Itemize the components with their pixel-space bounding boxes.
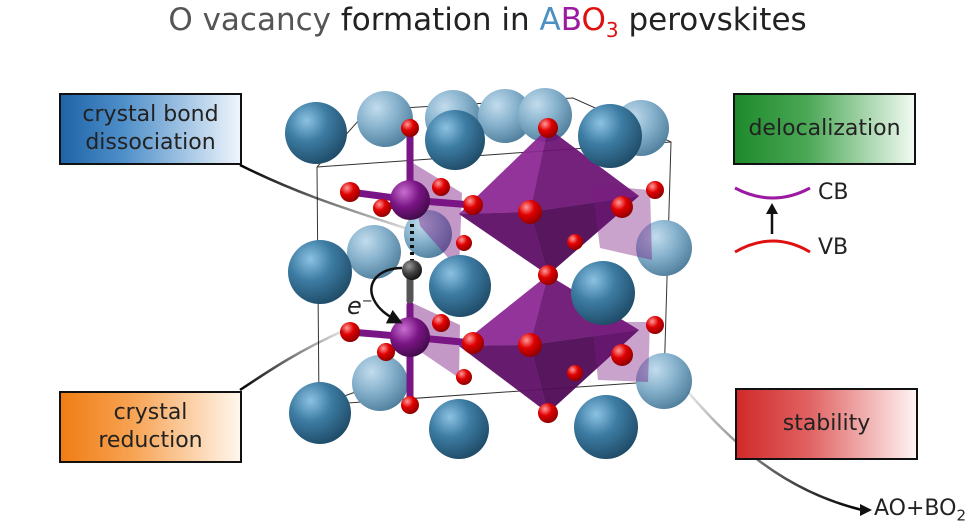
bond-box-line-1: crystal bond [82, 102, 219, 127]
electron-label: e− [347, 292, 373, 320]
cb-band-curve [734, 186, 811, 200]
band-arrowhead [766, 203, 778, 214]
products-subscript: 2 [956, 506, 966, 525]
b-site-atoms [390, 180, 430, 357]
title-o: O [581, 2, 606, 38]
stability-label: stability [782, 411, 871, 436]
decomposition-products-label: AO+BO2 [874, 496, 966, 524]
crystal-bond-dissociation-box: crystal bond dissociation [59, 93, 242, 165]
stability-connector-line [687, 391, 863, 512]
cb-label: CB [818, 180, 849, 205]
crystal-reduction-box: crystal reduction [59, 391, 242, 463]
oxygen-atoms [340, 118, 664, 423]
delocalization-box: delocalization [733, 93, 916, 165]
oxygen-vacancy-site [402, 260, 422, 280]
a-site-spheres-front [285, 102, 642, 459]
title-b: B [560, 2, 582, 38]
electron-transfer-arrow [370, 266, 403, 324]
stability-box: stability [735, 388, 918, 460]
reduction-box-line-1: crystal [113, 400, 188, 425]
title-vacancy: O vacancy [168, 2, 332, 38]
delocalization-label: delocalization [748, 116, 901, 141]
title-subscript: 3 [605, 18, 619, 43]
products-text: AO+BO [874, 496, 957, 521]
products-arrowhead [860, 504, 872, 516]
vb-band-curve [734, 239, 811, 254]
title-perovskites: perovskites [618, 2, 807, 38]
electron-charge: − [361, 294, 373, 309]
bond-connector-line [239, 163, 406, 230]
vb-label: VB [818, 235, 849, 260]
bond-box-line-2: dissociation [85, 130, 216, 155]
reduction-box-line-2: reduction [98, 428, 203, 453]
title-a: A [539, 2, 561, 38]
bo6-octahedra [406, 128, 652, 413]
title-formation: formation in [331, 2, 540, 38]
figure-title: O vacancy formation in ABO3 perovskites [0, 2, 975, 42]
electron-symbol: e [347, 292, 362, 320]
reduction-connector-line [239, 328, 346, 392]
